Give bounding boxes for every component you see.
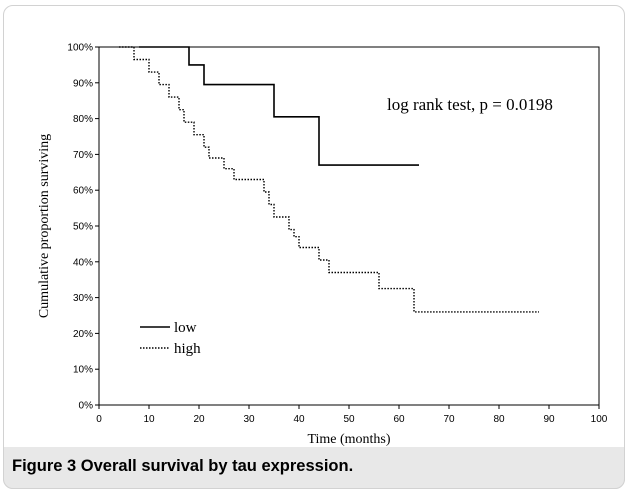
caption-text: Overall survival by tau expression. (80, 457, 354, 475)
y-tick-label: 10% (73, 365, 93, 376)
x-tick-label: 10 (143, 414, 155, 425)
figure-caption: Figure 3 Overall survival by tau express… (12, 457, 353, 476)
y-tick-label: 20% (73, 329, 93, 340)
legend: low high (140, 320, 201, 357)
series-layer (119, 46, 539, 313)
x-tick-label: 60 (393, 414, 405, 425)
x-axis: 0 10 20 30 40 50 60 70 80 90 100 (96, 405, 608, 425)
y-tick-label: 60% (73, 186, 93, 197)
y-tick-label: 90% (73, 78, 93, 89)
figure-frame (3, 5, 625, 489)
y-tick-label: 100% (67, 43, 93, 54)
x-tick-label: 70 (443, 414, 455, 425)
y-tick-label: 30% (73, 293, 93, 304)
x-tick-label: 30 (243, 414, 255, 425)
caption-band: Figure 3 Overall survival by tau express… (3, 447, 625, 489)
x-axis-label: Time (months) (307, 432, 390, 447)
y-tick-label: 80% (73, 114, 93, 125)
x-tick-label: 100 (591, 414, 608, 425)
y-tick-label: 50% (73, 222, 93, 233)
legend-high-label: high (174, 341, 201, 357)
x-tick-label: 40 (293, 414, 305, 425)
y-axis: 0% 10% 20% 30% 40% 50% 60% 70% 80% 90% 100% (67, 43, 99, 412)
series-low-line (139, 46, 419, 166)
y-axis-label: Cumulative proportion surviving (37, 134, 52, 318)
x-tick-label: 50 (343, 414, 355, 425)
x-tick-label: 0 (96, 414, 102, 425)
series-high-line (119, 46, 539, 313)
caption-label: Figure 3 (12, 457, 77, 475)
x-tick-label: 20 (193, 414, 205, 425)
y-tick-label: 0% (79, 401, 94, 412)
legend-low-label: low (174, 320, 197, 336)
y-tick-label: 40% (73, 257, 93, 268)
y-tick-label: 70% (73, 150, 93, 161)
x-tick-label: 80 (493, 414, 505, 425)
x-tick-label: 90 (543, 414, 555, 425)
annotation: log rank test, p = 0.0198 (387, 95, 553, 114)
